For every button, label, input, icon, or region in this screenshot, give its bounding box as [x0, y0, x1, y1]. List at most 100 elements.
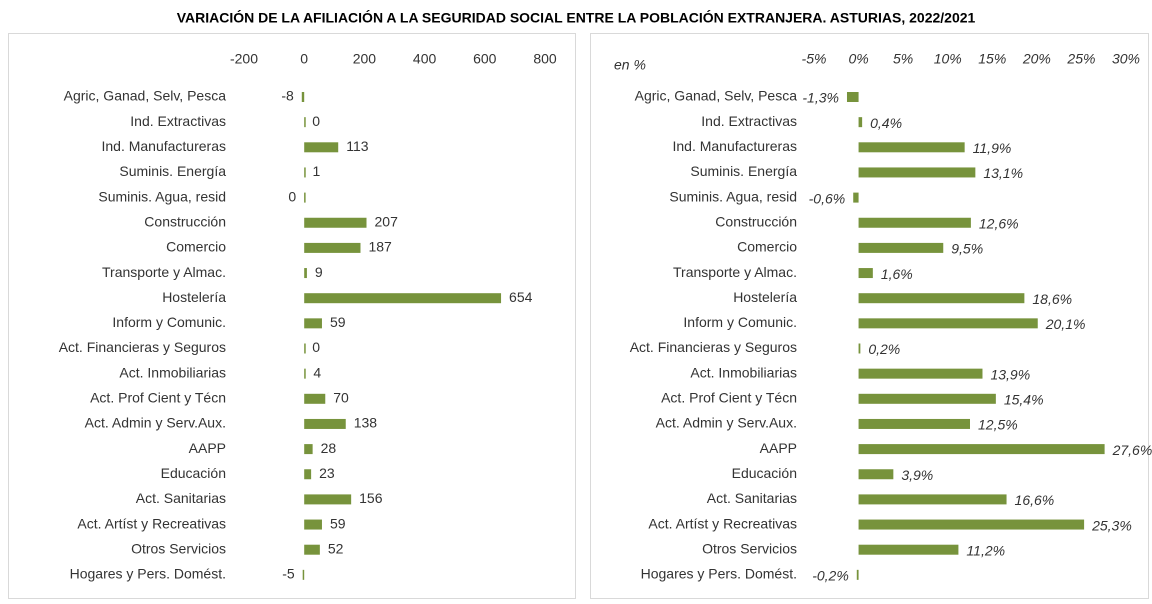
- data-label: 9: [315, 264, 323, 280]
- category-label: Inform y Comunic.: [683, 314, 797, 330]
- category-label: Agric, Ganad, Selv, Pesca: [64, 88, 227, 104]
- category-label: Act. Inmobiliarias: [119, 364, 226, 380]
- category-label: Agric, Ganad, Selv, Pesca: [635, 88, 798, 104]
- category-label: Act. Admin y Serv.Aux.: [85, 415, 226, 431]
- data-label: 59: [330, 314, 346, 330]
- category-label: Inform y Comunic.: [112, 314, 226, 330]
- category-label: Act. Artíst y Recreativas: [77, 515, 226, 531]
- data-label: 11,2%: [966, 542, 1005, 558]
- x-tick-label: 5%: [893, 51, 913, 67]
- bar: [304, 293, 502, 304]
- bar: [304, 469, 312, 480]
- bar: [858, 318, 1038, 329]
- data-label: -8: [281, 88, 294, 104]
- category-label: Otros Servicios: [702, 540, 797, 556]
- data-label: 27,6%: [1112, 442, 1152, 458]
- data-label: 11,9%: [973, 140, 1012, 156]
- bar: [304, 318, 322, 329]
- bar: [858, 469, 894, 480]
- category-label: Ind. Extractivas: [130, 113, 226, 129]
- category-label: Transporte y Almac.: [673, 264, 797, 280]
- annotation: en %: [614, 57, 646, 73]
- category-label: Suminis. Energía: [690, 163, 797, 179]
- data-label: 138: [354, 415, 378, 431]
- data-label: 654: [509, 289, 533, 305]
- chart-title: VARIACIÓN DE LA AFILIACIÓN A LA SEGURIDA…: [177, 9, 976, 26]
- category-label: Act. Prof Cient y Técn: [661, 390, 797, 406]
- data-label: 0: [312, 113, 320, 129]
- bar: [858, 418, 970, 429]
- category-label: Act. Financieras y Seguros: [630, 339, 797, 355]
- data-label: 18,6%: [1032, 291, 1072, 307]
- x-tick-label: 0%: [848, 51, 868, 67]
- bar: [858, 142, 965, 153]
- bar: [304, 494, 352, 505]
- data-label: 0: [288, 188, 296, 204]
- category-label: Comercio: [166, 239, 226, 255]
- data-label: 13,1%: [983, 165, 1023, 181]
- category-label: Otros Servicios: [131, 540, 226, 556]
- bar: [304, 393, 326, 404]
- bar: [858, 117, 863, 128]
- bar: [304, 268, 307, 279]
- panel: [590, 33, 1149, 599]
- data-label: 0,2%: [868, 341, 900, 357]
- data-label: 113: [346, 138, 369, 154]
- x-tick-label: 15%: [978, 51, 1006, 67]
- data-label: 20,1%: [1045, 316, 1086, 332]
- category-label: AAPP: [189, 440, 226, 456]
- category-label: Act. Financieras y Seguros: [59, 339, 226, 355]
- bar: [858, 393, 996, 404]
- data-label: 3,9%: [901, 467, 933, 483]
- category-label: Construcción: [715, 213, 797, 229]
- bar: [856, 569, 859, 580]
- bar: [304, 117, 306, 128]
- data-label: 70: [333, 390, 349, 406]
- category-label: Suminis. Agua, resid: [98, 188, 226, 204]
- bar: [858, 494, 1007, 505]
- x-tick-label: 30%: [1112, 51, 1140, 67]
- category-label: Ind. Extractivas: [701, 113, 797, 129]
- category-label: Hogares y Pers. Domést.: [641, 566, 797, 582]
- category-label: Transporte y Almac.: [102, 264, 226, 280]
- category-label: Act. Prof Cient y Técn: [90, 390, 226, 406]
- data-label: 23: [319, 465, 335, 481]
- bar: [858, 167, 976, 178]
- bar: [304, 519, 322, 530]
- bar: [304, 343, 306, 354]
- data-label: 207: [375, 213, 399, 229]
- data-label: 12,5%: [978, 417, 1018, 433]
- x-tick-label: 200: [353, 51, 377, 67]
- data-label: 16,6%: [1015, 492, 1055, 508]
- category-label: Act. Admin y Serv.Aux.: [656, 415, 797, 431]
- data-label: 156: [359, 490, 383, 506]
- data-label: 25,3%: [1091, 517, 1132, 533]
- data-label: -0,2%: [812, 568, 849, 584]
- category-label: Comercio: [737, 239, 797, 255]
- data-label: 52: [328, 540, 344, 556]
- bar: [304, 444, 313, 455]
- category-label: Ind. Manufactureras: [101, 138, 226, 154]
- x-tick-label: 10%: [934, 51, 962, 67]
- data-label: 13,9%: [990, 366, 1030, 382]
- data-label: 0,4%: [870, 115, 902, 131]
- bar: [304, 368, 306, 379]
- category-label: Act. Artíst y Recreativas: [648, 515, 797, 531]
- bar: [858, 519, 1085, 530]
- category-label: Suminis. Energía: [119, 163, 226, 179]
- category-label: Hostelería: [162, 289, 226, 305]
- bar: [858, 444, 1105, 455]
- x-tick-label: 20%: [1022, 51, 1051, 67]
- bar: [304, 544, 320, 555]
- category-label: Educación: [161, 465, 226, 481]
- data-label: 12,6%: [979, 215, 1019, 231]
- data-label: 4: [313, 364, 321, 380]
- bar: [858, 268, 873, 279]
- category-label: Suminis. Agua, resid: [669, 188, 797, 204]
- x-tick-label: 600: [473, 51, 497, 67]
- category-label: Act. Sanitarias: [136, 490, 226, 506]
- bar: [304, 242, 361, 253]
- data-label: -5: [282, 566, 295, 582]
- data-label: -0,6%: [809, 190, 846, 206]
- data-label: 0: [312, 339, 320, 355]
